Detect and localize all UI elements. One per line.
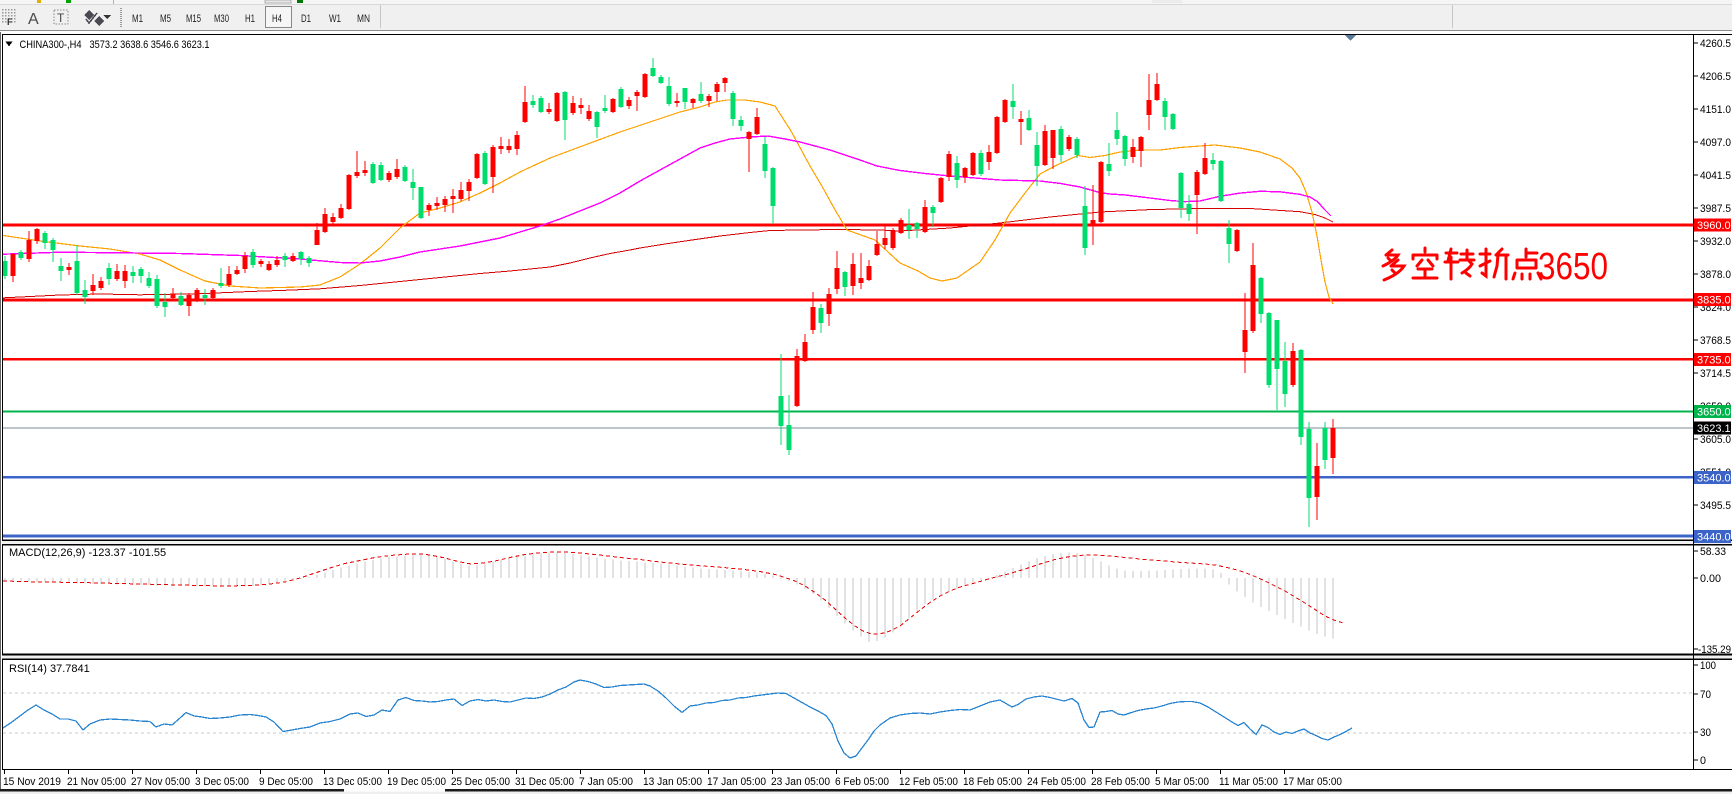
- svg-text:15 Nov 2019: 15 Nov 2019: [3, 776, 61, 788]
- svg-text:31 Dec 05:00: 31 Dec 05:00: [515, 776, 574, 788]
- svg-text:3987.5: 3987.5: [1700, 203, 1731, 215]
- svg-text:13 Jan 05:00: 13 Jan 05:00: [643, 776, 702, 788]
- svg-text:3714.5: 3714.5: [1700, 368, 1731, 380]
- svg-text:W1: W1: [329, 13, 341, 25]
- svg-text:30: 30: [1700, 727, 1711, 739]
- svg-text:MN: MN: [357, 13, 370, 25]
- svg-text:18 Feb 05:00: 18 Feb 05:00: [963, 776, 1022, 788]
- svg-text:3495.5: 3495.5: [1700, 500, 1731, 512]
- svg-text:3440.0: 3440.0: [1697, 532, 1731, 544]
- svg-text:4041.5: 4041.5: [1700, 170, 1731, 182]
- svg-text:0: 0: [1700, 755, 1706, 767]
- svg-text:4097.0: 4097.0: [1700, 137, 1731, 149]
- svg-text:M15: M15: [186, 13, 201, 25]
- svg-text:3540.0: 3540.0: [1697, 473, 1731, 485]
- svg-text:T: T: [57, 11, 65, 25]
- svg-text:100: 100: [1700, 660, 1716, 672]
- svg-text:7 Jan 05:00: 7 Jan 05:00: [579, 776, 633, 788]
- svg-text:19 Dec 05:00: 19 Dec 05:00: [387, 776, 446, 788]
- svg-text:CHINA300-,H4: CHINA300-,H4: [20, 39, 82, 51]
- svg-text:3623.1: 3623.1: [1697, 423, 1731, 435]
- svg-text:6 Feb 05:00: 6 Feb 05:00: [835, 776, 889, 788]
- svg-text:M30: M30: [214, 13, 229, 25]
- svg-text:M5: M5: [160, 13, 171, 25]
- svg-text:3 Dec 05:00: 3 Dec 05:00: [195, 776, 249, 788]
- svg-text:H1: H1: [245, 13, 255, 25]
- svg-text:A: A: [28, 11, 39, 28]
- svg-text:17 Jan 05:00: 17 Jan 05:00: [707, 776, 766, 788]
- svg-text:23 Jan 05:00: 23 Jan 05:00: [771, 776, 830, 788]
- svg-text:9 Dec 05:00: 9 Dec 05:00: [259, 776, 313, 788]
- svg-text:4260.5: 4260.5: [1700, 38, 1731, 50]
- svg-text:0.00: 0.00: [1700, 573, 1721, 585]
- svg-text:RSI(14) 37.7841: RSI(14) 37.7841: [9, 663, 90, 675]
- svg-text:11 Mar 05:00: 11 Mar 05:00: [1219, 776, 1278, 788]
- svg-text:3735.0: 3735.0: [1697, 355, 1731, 367]
- svg-text:27 Nov 05:00: 27 Nov 05:00: [131, 776, 190, 788]
- svg-text:12 Feb 05:00: 12 Feb 05:00: [899, 776, 958, 788]
- svg-text:3960.0: 3960.0: [1697, 220, 1731, 232]
- svg-text:25 Dec 05:00: 25 Dec 05:00: [451, 776, 510, 788]
- svg-text:M1: M1: [132, 13, 143, 25]
- svg-text:3573.2 3638.6 3546.6 3623.1: 3573.2 3638.6 3546.6 3623.1: [90, 39, 210, 51]
- svg-text:5 Mar 05:00: 5 Mar 05:00: [1155, 776, 1209, 788]
- svg-text:4206.5: 4206.5: [1700, 71, 1731, 83]
- svg-text:70: 70: [1700, 689, 1711, 701]
- svg-text:H4: H4: [272, 13, 282, 25]
- svg-text:13 Dec 05:00: 13 Dec 05:00: [323, 776, 382, 788]
- svg-text:3605.0: 3605.0: [1700, 434, 1731, 446]
- svg-text:F: F: [7, 17, 13, 27]
- svg-text:3932.0: 3932.0: [1700, 236, 1731, 248]
- svg-text:3768.5: 3768.5: [1700, 335, 1731, 347]
- svg-text:D1: D1: [301, 13, 311, 25]
- svg-text:3835.0: 3835.0: [1697, 295, 1731, 307]
- svg-text:3878.0: 3878.0: [1700, 269, 1731, 281]
- svg-text:MACD(12,26,9) -123.37 -101.55: MACD(12,26,9) -123.37 -101.55: [9, 547, 166, 559]
- svg-text:4151.0: 4151.0: [1700, 104, 1731, 116]
- svg-text:24 Feb 05:00: 24 Feb 05:00: [1027, 776, 1086, 788]
- svg-text:17 Mar 05:00: 17 Mar 05:00: [1283, 776, 1342, 788]
- svg-text:21 Nov 05:00: 21 Nov 05:00: [67, 776, 126, 788]
- svg-text:3650: 3650: [1538, 246, 1608, 288]
- svg-text:-135.29: -135.29: [1698, 644, 1731, 656]
- svg-text:58.33: 58.33: [1700, 546, 1726, 558]
- svg-text:3650.0: 3650.0: [1697, 407, 1731, 419]
- svg-text:28 Feb 05:00: 28 Feb 05:00: [1091, 776, 1150, 788]
